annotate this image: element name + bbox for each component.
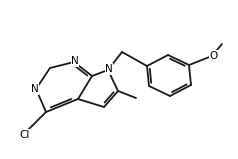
Text: N: N: [31, 84, 39, 94]
Text: N: N: [71, 56, 79, 66]
Text: N: N: [105, 64, 113, 74]
Text: Cl: Cl: [20, 130, 30, 140]
Text: O: O: [210, 51, 218, 61]
